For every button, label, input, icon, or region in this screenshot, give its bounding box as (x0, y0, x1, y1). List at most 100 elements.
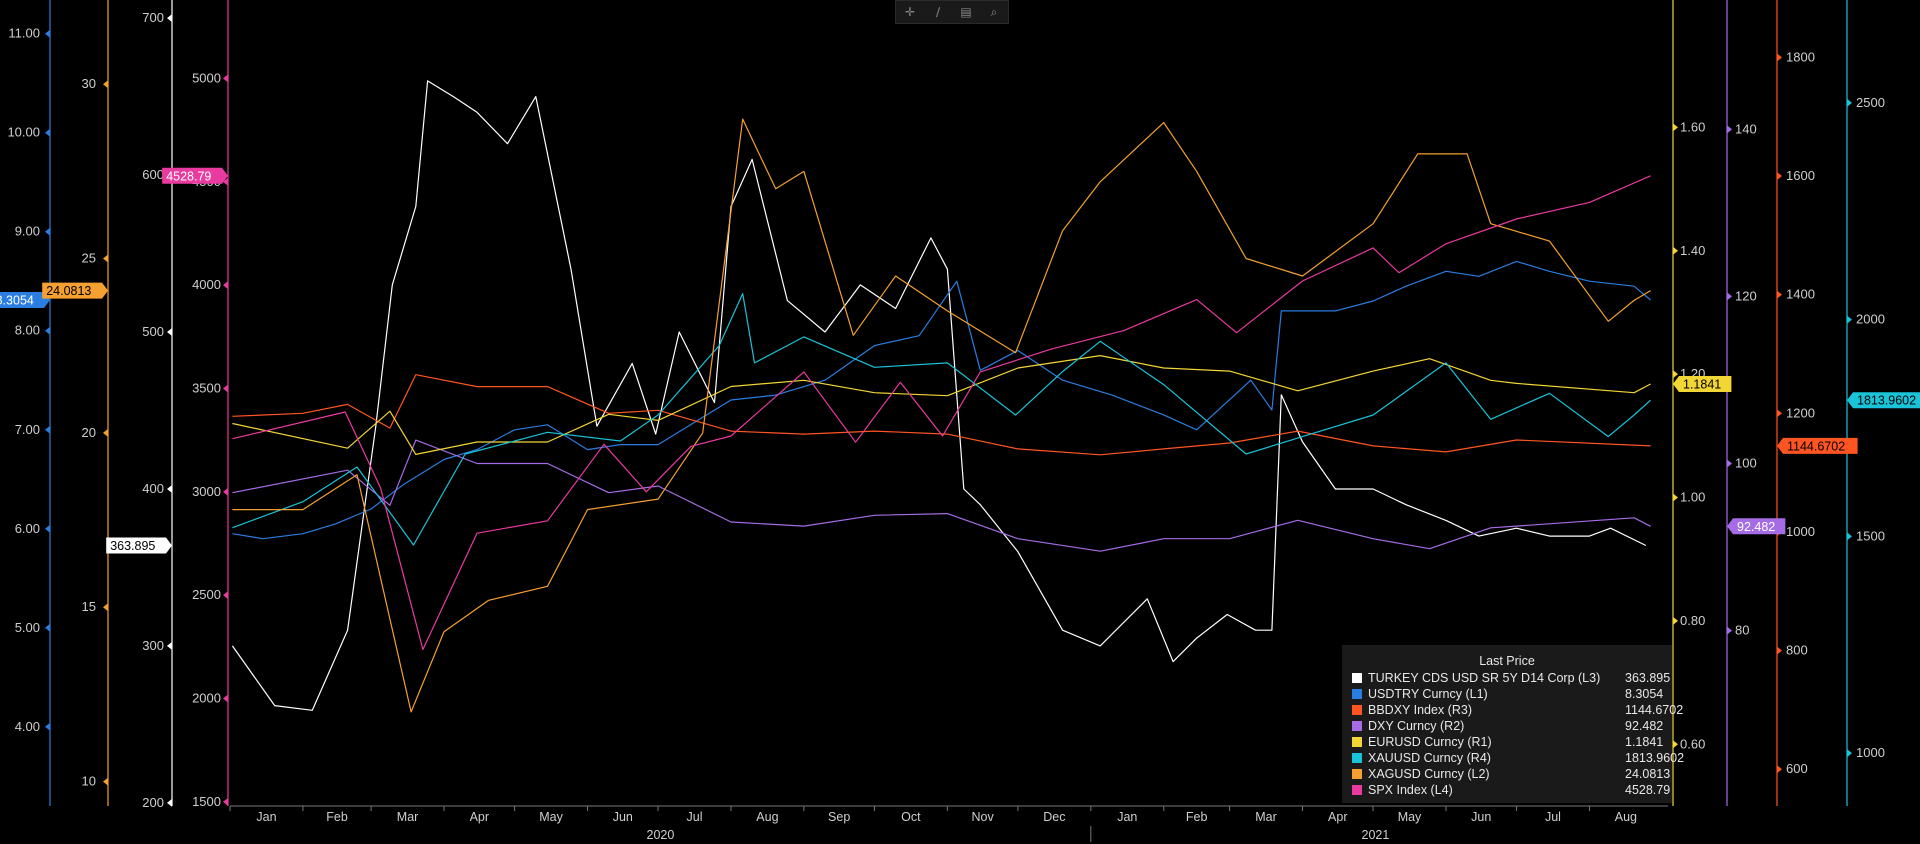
axis-tick-l3 (167, 641, 172, 650)
axis-tick-label-r3: 1600 (1786, 168, 1815, 183)
axis-tick-label-l2: 20 (82, 425, 96, 440)
legend-swatch (1352, 673, 1362, 683)
x-axis: Jan Feb Mar Apr May Jun Jul Aug Sep Oct Nov Dec Jan F… (229, 805, 1668, 842)
x-axis-month-label: Feb (326, 810, 348, 824)
draw-icon[interactable]: ∕ (935, 5, 941, 19)
axis-tick-r3 (1777, 53, 1782, 62)
legend-row: EURUSD Curncy (R1) 1.1841 (1342, 734, 1672, 750)
axis-tick-label-l3: 600 (142, 167, 164, 182)
last-value-label-l4: 4528.79 (166, 169, 211, 183)
legend-row: DXY Curncy (R2) 92.482 (1342, 718, 1672, 734)
x-axis-month-label: Apr (470, 810, 489, 824)
axis-tick-r4 (1847, 315, 1852, 324)
series-line-r2 (232, 439, 1651, 552)
legend-swatch (1352, 769, 1362, 779)
axis-tick-label-r3: 800 (1786, 643, 1808, 658)
legend-row: TURKEY CDS USD SR 5Y D14 Corp (L3) 363.89… (1342, 670, 1672, 686)
axis-tick-label-l1: 6.00 (15, 521, 40, 536)
axis-tick-label-l4: 3000 (192, 484, 221, 499)
last-value-tag-l3 (106, 537, 172, 554)
x-axis-month-label: Dec (1043, 810, 1065, 824)
axis-tick-l3 (167, 328, 172, 337)
axis-tick-l4 (223, 74, 228, 83)
axis-tick-label-r1: 1.40 (1680, 243, 1705, 258)
last-value-label-l1: 8.3054 (0, 294, 34, 308)
legend-last-price: 1144.6702 (1625, 703, 1684, 717)
axis-tick-l1 (45, 326, 50, 335)
legend-last-price: 92.482 (1625, 719, 1664, 733)
axis-tick-label-r4: 1000 (1856, 745, 1885, 760)
axis-tick-label-r1: 0.60 (1680, 736, 1705, 751)
legend-row: SPX Index (L4) 4528.79 (1342, 782, 1672, 798)
legend-swatch (1352, 705, 1362, 715)
series-line-r3 (232, 374, 1651, 456)
axis-tick-l1 (45, 722, 50, 731)
legend-last-price: 363.895 (1625, 671, 1671, 685)
series-line-l4 (232, 175, 1651, 651)
axis-tick-l2 (103, 777, 108, 786)
legend-series-name: SPX Index (L4) (1368, 783, 1453, 797)
axis-tick-label-l3: 700 (142, 10, 164, 25)
axis-tick-r2 (1727, 292, 1732, 301)
axis-tick-label-l3: 400 (142, 481, 164, 496)
legend-swatch (1352, 737, 1362, 747)
axis-tick-label-l4: 1500 (192, 794, 221, 809)
axis-tick-r1 (1673, 123, 1678, 132)
legend-swatch (1352, 721, 1362, 731)
axis-tick-l1 (45, 227, 50, 236)
legend-series-name: TURKEY CDS USD SR 5Y D14 Corp (L3) (1368, 671, 1601, 685)
series-layer (231, 80, 1652, 713)
x-axis-year-label: 2020 (647, 828, 675, 842)
series-line-l3 (231, 80, 1647, 711)
last-value-tag-l4 (162, 167, 228, 184)
axis-tick-r2 (1727, 459, 1732, 468)
axis-tick-l1 (45, 29, 50, 38)
axis-tick-l4 (223, 694, 228, 703)
axis-tick-r2 (1727, 626, 1732, 635)
axis-tick-label-l4: 3500 (192, 380, 221, 395)
axis-tick-label-l3: 500 (142, 324, 164, 339)
x-axis-month-label: May (539, 810, 563, 824)
axis-tick-label-l4: 5000 (192, 70, 221, 85)
x-axis-month-label: Jul (687, 810, 703, 824)
axis-tick-label-r1: 0.80 (1680, 613, 1705, 628)
last-value-tag-r3 (1777, 437, 1858, 454)
axis-tick-l3 (167, 798, 172, 807)
axis-tick-r1 (1673, 370, 1678, 379)
last-value-tag-l2 (42, 282, 109, 299)
axis-tick-label-r3: 1400 (1786, 287, 1815, 302)
axis-tick-label-l1: 10.00 (7, 125, 40, 140)
last-value-label-l3: 363.895 (110, 539, 155, 553)
last-value-label-r2: 92.482 (1737, 520, 1775, 534)
axis-tick-label-r2: 80 (1735, 623, 1749, 638)
zoom-icon[interactable]: ⌕ (990, 4, 998, 19)
axis-tick-l4 (223, 487, 228, 496)
legend-swatch (1352, 753, 1362, 763)
table-icon[interactable]: ▤ (960, 5, 972, 19)
legend-last-price: 1813.9602 (1625, 751, 1685, 765)
legend-series-name: USDTRY Curncy (L1) (1368, 687, 1488, 701)
axis-tick-r1 (1673, 493, 1678, 502)
axis-tick-label-r4: 2500 (1856, 95, 1885, 110)
axis-tick-r4 (1847, 98, 1852, 107)
axis-tick-l4 (223, 177, 228, 186)
axis-tick-r4 (1847, 749, 1852, 758)
axis-tick-label-l1: 7.00 (15, 422, 40, 437)
axis-tick-l1 (45, 623, 50, 632)
x-axis-month-label: Feb (1186, 810, 1208, 824)
series-line-r4 (232, 293, 1652, 546)
axis-tick-r2 (1727, 125, 1732, 134)
axis-tick-r4 (1847, 532, 1852, 541)
legend-series-name: EURUSD Curncy (R1) (1368, 735, 1492, 749)
last-value-label-r3: 1144.6702 (1787, 439, 1845, 453)
axis-tick-label-r3: 1000 (1786, 524, 1815, 539)
last-value-tag-r1 (1673, 375, 1732, 392)
crosshair-icon[interactable]: ✛ (904, 5, 916, 19)
axis-tick-l2 (103, 603, 108, 612)
axis-tick-label-l4: 2000 (192, 691, 221, 706)
x-axis-month-label: Nov (972, 810, 995, 824)
axis-tick-label-r4: 2000 (1856, 312, 1885, 327)
legend-series-name: XAUUSD Curncy (R4) (1368, 751, 1491, 765)
last-value-label-r1: 1.1841 (1683, 377, 1721, 391)
